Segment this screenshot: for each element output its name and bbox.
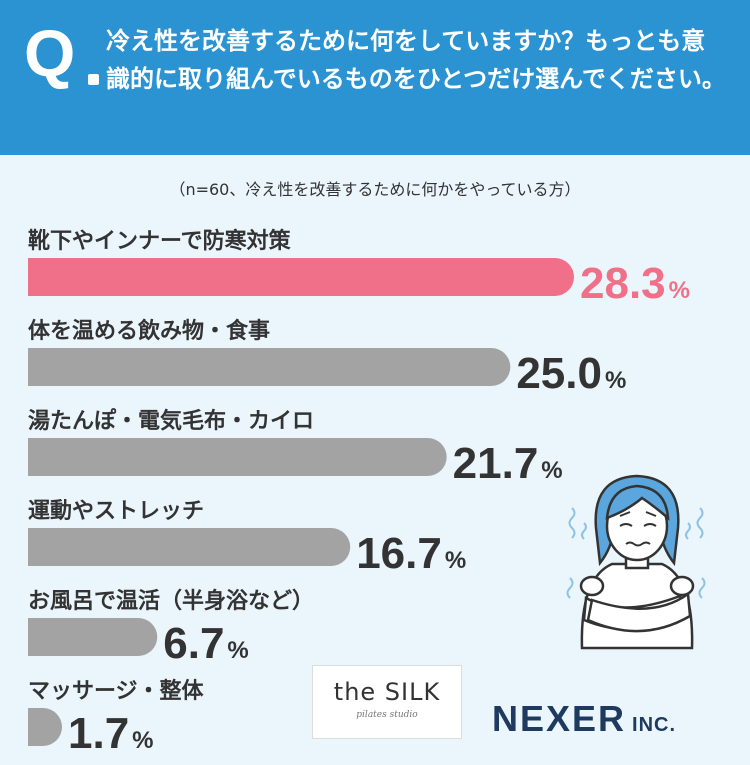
value-label: 25.0% <box>516 349 626 398</box>
value-label: 28.3% <box>580 259 690 308</box>
sample-note: （n=60、冷え性を改善するために何かをやっている方） <box>169 180 581 199</box>
value-unit: % <box>669 277 690 304</box>
q-mark: Q <box>24 16 76 90</box>
q-dot <box>88 74 99 85</box>
category-label: 湯たんぽ・電気毛布・カイロ <box>28 408 314 434</box>
bar <box>28 348 511 386</box>
value-unit: % <box>132 727 153 754</box>
value-unit: % <box>445 547 466 574</box>
the-silk-logo: the SILK pilates studio <box>312 665 462 739</box>
bar <box>28 438 447 476</box>
value-unit: % <box>227 637 248 664</box>
category-label: お風呂で温活（半身浴など） <box>28 588 314 614</box>
nexer-logo-text: NEXER <box>492 698 627 739</box>
value-label: 1.7% <box>68 709 154 758</box>
the-silk-logo-subtext: pilates studio <box>356 710 418 720</box>
category-label: 靴下やインナーで防寒対策 <box>28 228 292 254</box>
value-number: 28.3 <box>580 259 666 308</box>
value-unit: % <box>541 457 562 484</box>
question-text: 冷え性を改善するために何をしていますか？もっとも意識的に取り組んでいるものをひと… <box>106 27 726 93</box>
bar <box>28 258 574 296</box>
question-header: Q 冷え性を改善するために何をしていますか？もっとも意識的に取り組んでいるものを… <box>0 0 750 155</box>
the-silk-logo-text: the SILK <box>333 678 441 706</box>
value-number: 6.7 <box>163 619 224 668</box>
bar <box>28 528 351 566</box>
category-label: 運動やストレッチ <box>28 499 204 524</box>
bar <box>28 618 158 656</box>
value-label: 6.7% <box>163 619 249 668</box>
value-label: 21.7% <box>453 439 563 488</box>
nexer-logo: NEXER INC. <box>492 698 676 740</box>
category-label: 体を温める飲み物・食事 <box>28 318 270 344</box>
value-number: 25.0 <box>516 349 602 398</box>
value-number: 21.7 <box>453 439 539 488</box>
bar <box>28 708 62 746</box>
value-number: 1.7 <box>68 709 129 758</box>
nexer-logo-suffix: INC. <box>632 714 677 736</box>
cold-shivering-person-icon <box>566 474 706 650</box>
category-label: マッサージ・整体 <box>28 678 205 704</box>
value-number: 16.7 <box>356 529 442 578</box>
value-label: 16.7% <box>356 529 466 578</box>
value-unit: % <box>605 367 626 394</box>
